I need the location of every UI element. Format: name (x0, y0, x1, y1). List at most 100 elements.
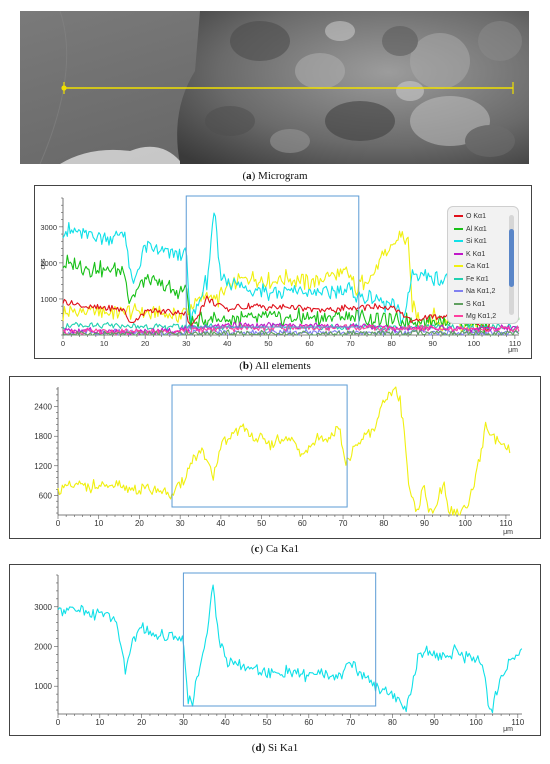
highlight-box (182, 572, 377, 707)
legend-entry[interactable]: Si Kα1 (454, 238, 487, 245)
legend-label: Na Kα1,2 (466, 288, 496, 295)
x-tick-label: 0 (56, 718, 61, 727)
legend-entry[interactable]: Mg Kα1,2 (454, 313, 496, 320)
legend-label: K Kα1 (466, 250, 486, 258)
ca-ka1-chart: 0 10 20 30 40 50 60 70 80 90 100 110 600 1200 1800 2400… (34, 384, 513, 536)
si-chart-panel: 0 10 20 30 40 50 60 70 80 90 100 110 1000 2000 3000 μm (9, 564, 541, 736)
series-line-ca (62, 230, 520, 333)
series-line-si (62, 212, 520, 331)
x-tick-label: 50 (257, 519, 266, 528)
legend-label: Fe Kα1 (466, 275, 489, 283)
y-tick-label: 2000 (40, 259, 57, 268)
x-tick-label: 20 (137, 718, 146, 727)
x-tick-label: 30 (179, 718, 188, 727)
legend-label: Mg Kα1,2 (466, 313, 497, 320)
micrograph-image (20, 11, 529, 164)
legend-swatch (454, 302, 463, 305)
legend-entry[interactable]: Na Kα1,2 (454, 288, 495, 295)
legend-scroll-thumb[interactable] (509, 229, 514, 287)
series-line-s (62, 329, 520, 336)
legend-entry[interactable]: S Kα1 (454, 301, 485, 308)
micrograph-texture (205, 21, 522, 157)
x-tick-label: 30 (176, 519, 185, 528)
x-tick-label: 20 (135, 519, 144, 528)
x-tick-label: 90 (420, 519, 429, 528)
legend-swatch (454, 240, 463, 243)
micrograph-svg (20, 11, 529, 164)
x-tick-label: 0 (61, 339, 65, 348)
scan-line-start-marker (61, 85, 67, 91)
chart-legend[interactable]: O Kα1 Al Kα1 Si Kα1 K Kα1 Ca Kα1 Fe Kα1 Na Kα1… (447, 206, 519, 324)
legend-entry[interactable]: K Kα1 (454, 251, 485, 258)
x-tick-label: 100 (459, 519, 473, 528)
caption-d: (d) Si Ka1 (251, 742, 299, 754)
x-unit-label: μm (503, 529, 513, 536)
legend-entry[interactable]: O Kα1 (454, 213, 486, 220)
caption-b: (b) All elements (239, 360, 311, 372)
caption-c-letter: c (254, 543, 260, 555)
x-tick-label: 60 (305, 339, 313, 348)
x-tick-label: 70 (339, 519, 348, 528)
caption-b-letter: b (242, 360, 250, 372)
caption-c-text: Ca Ka1 (265, 543, 300, 555)
caption-d-letter: d (255, 742, 262, 754)
si-ka1-chart: 0 10 20 30 40 50 60 70 80 90 100 110 1000 2000 3000 μm (34, 572, 525, 733)
highlight-box (185, 195, 360, 328)
x-tick-label: 40 (221, 718, 230, 727)
y-tick-label: 2000 (34, 642, 52, 651)
caption-a: (a) Microgram (242, 170, 308, 182)
legend-scrollbar[interactable] (509, 215, 514, 315)
y-tick-label: 1000 (34, 682, 52, 691)
legend-entry[interactable]: Al Kα1 (454, 226, 487, 233)
x-tick-label: 0 (56, 519, 61, 528)
x-tick-label: 70 (346, 339, 354, 348)
x-tick-label: 10 (94, 519, 103, 528)
legend-entry[interactable]: Fe Kα1 (454, 276, 489, 283)
legend-swatch (454, 215, 463, 218)
caption-d-text: Si Ka1 (267, 742, 299, 754)
x-tick-label: 80 (388, 718, 397, 727)
x-tick-label: 40 (223, 339, 231, 348)
x-tick-label: 40 (216, 519, 225, 528)
all-elements-chart: 0 10 20 30 40 50 60 70 80 90 100 110 1000 2000 3000 μm c… (40, 195, 521, 354)
caption-c: (c) Ca Ka1 (250, 543, 300, 555)
y-tick-label: 1800 (34, 432, 52, 441)
x-unit-label: μm (508, 347, 518, 354)
y-tick-label: 1200 (34, 462, 52, 471)
x-tick-label: 20 (141, 339, 149, 348)
x-tick-label: 60 (304, 718, 313, 727)
x-tick-label: 80 (387, 339, 395, 348)
x-tick-label: 100 (468, 339, 481, 348)
series-line-ca (57, 386, 511, 516)
x-tick-label: 30 (182, 339, 190, 348)
x-tick-label: 50 (264, 339, 272, 348)
caption-a-text: Microgram (258, 170, 308, 182)
x-tick-label: 70 (346, 718, 355, 727)
all-elements-chart-panel: 0 10 20 30 40 50 60 70 80 90 100 110 1000 2000 3000 μm c… (34, 185, 532, 359)
y-tick-label: 600 (39, 491, 53, 500)
x-tick-label: 10 (100, 339, 108, 348)
legend-swatch (454, 315, 463, 318)
legend-swatch (454, 290, 463, 293)
ca-chart-panel: 0 10 20 30 40 50 60 70 80 90 100 110 600 1200 1800 2400… (9, 376, 541, 539)
y-tick-label: 2400 (34, 403, 52, 412)
x-tick-label: 80 (379, 519, 388, 528)
legend-label: O Kα1 (466, 213, 486, 220)
x-tick-label: 60 (298, 519, 307, 528)
legend-label: Si Kα1 (466, 238, 487, 245)
series-line-o (62, 295, 520, 332)
x-tick-label: 110 (509, 339, 521, 348)
y-tick-label: 1000 (40, 295, 57, 304)
legend-entry[interactable]: Ca Kα1 (454, 263, 490, 270)
x-tick-label: 50 (263, 718, 272, 727)
highlight-box (171, 384, 348, 508)
x-tick-label: 100 (469, 718, 483, 727)
legend-swatch (454, 227, 463, 230)
series-line-mg (62, 324, 520, 336)
legend-swatch (454, 277, 463, 280)
x-tick-label: 10 (95, 718, 104, 727)
y-tick-label: 3000 (40, 223, 57, 232)
x-unit-label: μm (503, 726, 513, 733)
legend-swatch (454, 265, 463, 268)
legend-label: Al Kα1 (466, 225, 487, 233)
